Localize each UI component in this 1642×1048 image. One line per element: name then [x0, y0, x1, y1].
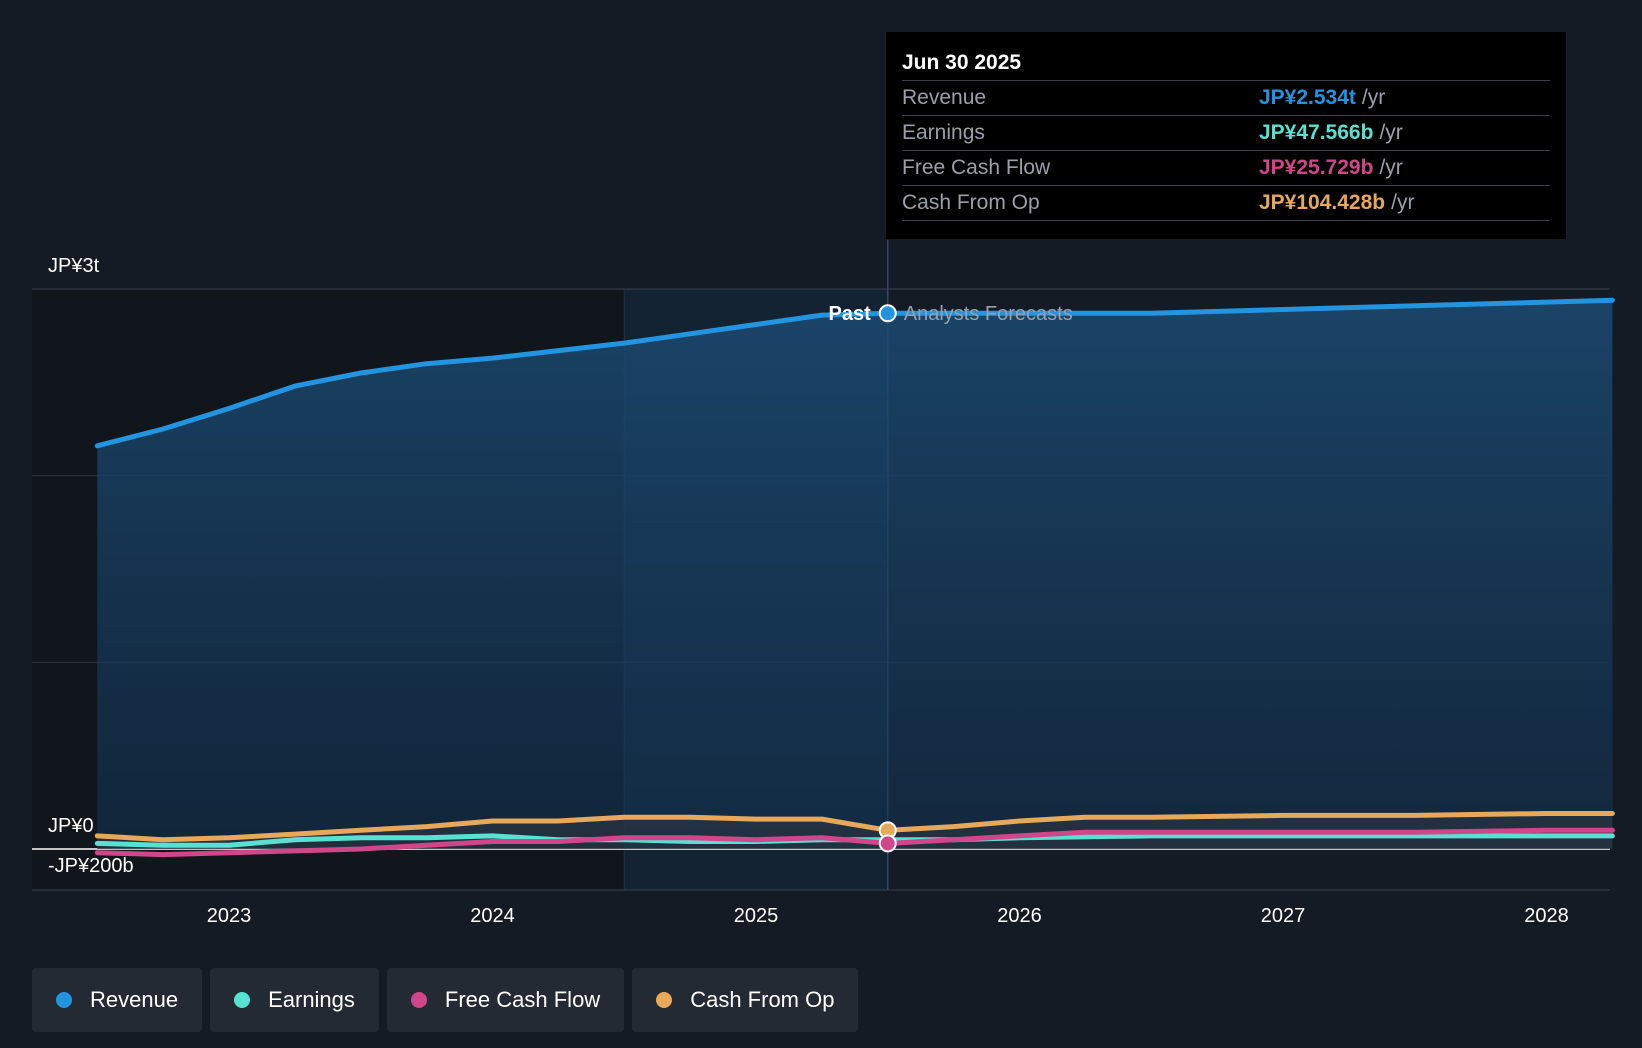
tooltip-value: JP¥2.534t: [1259, 86, 1356, 109]
legend-label: Cash From Op: [690, 987, 835, 1012]
free-cash-flow-line: [94, 827, 1615, 858]
tooltip-label: Earnings: [902, 121, 985, 144]
tooltip-value: JP¥47.566b: [1259, 121, 1374, 144]
tooltip-row-earnings: Earnings JP¥47.566b /yr: [902, 116, 1550, 151]
legend-item-earnings[interactable]: Earnings: [210, 968, 379, 1032]
legend: Revenue Earnings Free Cash Flow Cash Fro…: [32, 968, 859, 1032]
forecast-label: Analysts Forecasts: [904, 303, 1073, 325]
tooltip-row-revenue: Revenue JP¥2.534t /yr: [902, 81, 1550, 116]
tooltip-unit: /yr: [1379, 121, 1403, 144]
x-tick-label: 2026: [997, 905, 1042, 927]
tooltip-label: Free Cash Flow: [902, 156, 1051, 179]
free-cash-flow-marker: [878, 834, 897, 853]
revenue-line: [94, 297, 1615, 449]
legend-dot-icon: [656, 992, 673, 1008]
legend-dot-icon: [56, 992, 72, 1008]
x-tick-label: 2025: [734, 905, 779, 927]
tooltip-row-free-cash-flow: Free Cash Flow JP¥25.729b /yr: [902, 151, 1550, 186]
legend-item-free-cash-flow[interactable]: Free Cash Flow: [386, 968, 625, 1032]
tooltip-value: JP¥25.729b: [1259, 156, 1374, 179]
revenue-area: [97, 300, 1613, 849]
legend-dot-icon: [234, 992, 251, 1008]
legend-label: Revenue: [90, 987, 179, 1012]
earnings-line: [94, 833, 1615, 848]
legend-dot-icon: [410, 992, 427, 1008]
legend-label: Earnings: [268, 987, 355, 1012]
tooltip-row-cash-from-op: Cash From Op JP¥104.428b /yr: [902, 186, 1550, 221]
legend-item-revenue[interactable]: Revenue: [32, 968, 203, 1032]
past-label: Past: [829, 303, 872, 325]
tooltip-date: Jun 30 2025: [902, 46, 1550, 81]
y-label-top: JP¥3t: [48, 255, 100, 277]
tooltip-unit: /yr: [1361, 86, 1386, 109]
legend-item-cash-from-op[interactable]: Cash From Op: [632, 968, 859, 1032]
y-label-zero: JP¥0: [48, 815, 94, 837]
revenue-marker: [878, 304, 897, 323]
x-tick-label: 2027: [1261, 905, 1306, 927]
tooltip-value: JP¥104.428b: [1259, 191, 1386, 214]
y-label-bottom: -JP¥200b: [48, 855, 134, 877]
x-tick-label: 2023: [207, 905, 252, 927]
tooltip: Jun 30 2025 Revenue JP¥2.534t /yr Earnin…: [886, 32, 1566, 239]
tooltip-unit: /yr: [1391, 191, 1415, 214]
legend-label: Free Cash Flow: [444, 987, 601, 1012]
tooltip-unit: /yr: [1379, 156, 1403, 179]
x-tick-label: 2028: [1524, 905, 1569, 927]
tooltip-label: Cash From Op: [902, 191, 1040, 214]
cash-from-op-line: [94, 811, 1615, 843]
tooltip-label: Revenue: [902, 86, 987, 109]
x-tick-label: 2024: [470, 905, 515, 927]
